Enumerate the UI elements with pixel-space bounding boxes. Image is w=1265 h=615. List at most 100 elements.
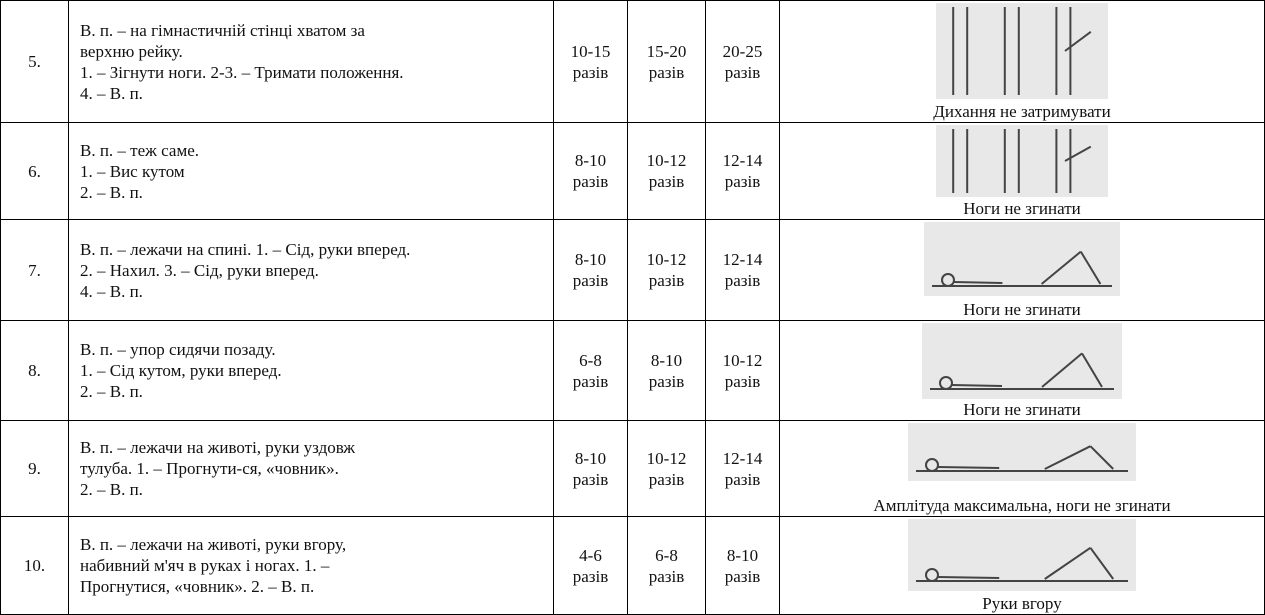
table-row: 10. В. п. – лежачи на животі, руки вгору,… (0, 516, 1265, 615)
reps-range: 8-10 (650, 350, 683, 370)
reps-range: 10-12 (646, 250, 687, 269)
reps-cell: 6-8 разів (627, 516, 706, 615)
reps-cell: 10-12 разів (627, 122, 706, 220)
sketch-stroke (1064, 30, 1092, 52)
reps-unit: разів (572, 172, 609, 191)
description-line: верхню рейку. (80, 41, 183, 61)
reps-cell: 12-14 разів (705, 122, 780, 220)
reps-cell: 10-12 разів (627, 219, 706, 321)
sketch-stroke (1040, 250, 1082, 285)
reps-unit: разів (648, 271, 685, 290)
sketch-stroke (953, 281, 1003, 284)
description-line: 1. – Зігнути ноги. 2-3. – Тримати положе… (80, 62, 404, 82)
table-row: 6. В. п. – теж саме. 1. – Вис кутом 2. – В.… (0, 122, 1265, 220)
reps-cell: 12-14 разів (705, 420, 780, 517)
sketch-stroke (1081, 352, 1103, 388)
row-number: 10. (0, 516, 69, 615)
reps-cell: 6-8 разів (553, 320, 628, 421)
reps-range: 10-12 (646, 151, 687, 170)
reps-unit: разів (648, 469, 685, 489)
sketch-head (941, 273, 955, 287)
reps-range: 12-14 (722, 250, 763, 269)
description-line: 1. – Сід кутом, руки вперед. (80, 361, 282, 380)
illustration-cell: Руки вгору (779, 516, 1265, 615)
description-line: набивний м'яч в руках і ногах. 1. – (80, 556, 330, 575)
description: В. п. – лежачи на животі, руки уздовж тул… (68, 420, 554, 517)
description-line: 2. – В. п. (80, 182, 143, 202)
exercise-sketch (936, 125, 1108, 197)
table-row: 8. В. п. – упор сидячи позаду. 1. – Сід ку… (0, 320, 1265, 421)
exercise-sketch (924, 222, 1120, 296)
description-line: Прогнутися, «човник». 2. – В. п. (80, 577, 315, 596)
row-number: 8. (0, 320, 69, 421)
reps-unit: разів (724, 566, 761, 586)
table-row: 7. В. п. – лежачи на спині. 1. – Сід, рук… (0, 219, 1265, 321)
description-line: 2. – Нахил. 3. – Сід, руки вперед. (80, 260, 319, 280)
description-line: В. п. – упор сидячи позаду. (80, 340, 276, 359)
reps-unit: разів (572, 566, 609, 586)
reps-unit: разів (648, 172, 685, 191)
description-line: 1. – Вис кутом (80, 161, 185, 181)
table-row: 9. В. п. – лежачи на животі, руки уздовж т… (0, 420, 1265, 517)
reps-unit: разів (724, 271, 761, 290)
illustration-caption: Ноги не згинати (963, 300, 1081, 319)
reps-unit: разів (572, 271, 609, 290)
reps-range: 8-10 (574, 448, 607, 468)
sketch-stroke (1044, 546, 1091, 580)
illustration-cell: Ноги не згинати (779, 320, 1265, 421)
exercise-sketch (922, 323, 1122, 399)
row-number: 9. (0, 420, 69, 517)
description: В. п. – лежачи на спині. 1. – Сід, руки … (68, 219, 554, 321)
reps-unit: разів (572, 62, 609, 82)
sketch-stroke (937, 576, 1000, 579)
reps-range: 20-25 (722, 41, 763, 61)
description: В. п. – теж саме. 1. – Вис кутом 2. – В. п… (68, 122, 554, 220)
reps-cell: 8-10 разів (553, 219, 628, 321)
description-line: 2. – В. п. (80, 480, 143, 499)
reps-cell: 8-10 разів (553, 420, 628, 517)
illustration-caption: Амплітуда максимальна, ноги не згинати (873, 496, 1171, 515)
reps-range: 12-14 (722, 448, 763, 468)
reps-cell: 8-10 разів (553, 122, 628, 220)
description-line: 4. – В. п. (80, 83, 143, 103)
reps-cell: 15-20 разів (627, 0, 706, 123)
row-number: 7. (0, 219, 69, 321)
description-line: тулуба. 1. – Прогнути-ся, «човник». (80, 459, 339, 478)
reps-cell: 10-12 разів (627, 420, 706, 517)
illustration-caption: Ноги не згинати (963, 400, 1081, 419)
sketch-stroke (937, 466, 1000, 469)
row-number: 5. (0, 0, 69, 123)
description-line: 2. – В. п. (80, 382, 143, 401)
illustration-cell: Ноги не згинати (779, 122, 1265, 220)
illustration-caption: Дихання не затримувати (933, 102, 1111, 121)
exercise-sketch (936, 3, 1108, 99)
reps-range: 8-10 (574, 250, 607, 269)
description-line: В. п. – теж саме. (80, 140, 200, 160)
reps-range: 4-6 (579, 545, 602, 565)
description: В. п. – на гімнастичній стінці хватом за… (68, 0, 554, 123)
row-number: 6. (0, 122, 69, 220)
exercise-sketch (908, 423, 1136, 481)
reps-unit: разів (724, 172, 761, 191)
reps-cell: 4-6 разів (553, 516, 628, 615)
sketch-stroke (1044, 445, 1091, 470)
sketch-stroke (1089, 445, 1114, 470)
illustration-caption: Руки вгору (982, 594, 1062, 613)
reps-range: 10-12 (646, 448, 687, 468)
reps-unit: разів (572, 469, 609, 489)
description-line: В. п. – на гімнастичній стінці хватом за (80, 20, 365, 40)
description: В. п. – упор сидячи позаду. 1. – Сід куто… (68, 320, 554, 421)
reps-cell: 20-25 разів (705, 0, 780, 123)
reps-range: 8-10 (574, 151, 607, 170)
reps-range: 10-12 (722, 350, 763, 370)
description-line: В. п. – лежачи на животі, руки уздовж (80, 438, 356, 457)
description: В. п. – лежачи на животі, руки вгору, наб… (68, 516, 554, 615)
reps-cell: 8-10 разів (627, 320, 706, 421)
reps-cell: 8-10 разів (705, 516, 780, 615)
reps-unit: разів (648, 62, 685, 82)
sketch-stroke (1079, 251, 1102, 285)
reps-unit: разів (724, 469, 761, 489)
exercise-sketch (908, 519, 1136, 591)
